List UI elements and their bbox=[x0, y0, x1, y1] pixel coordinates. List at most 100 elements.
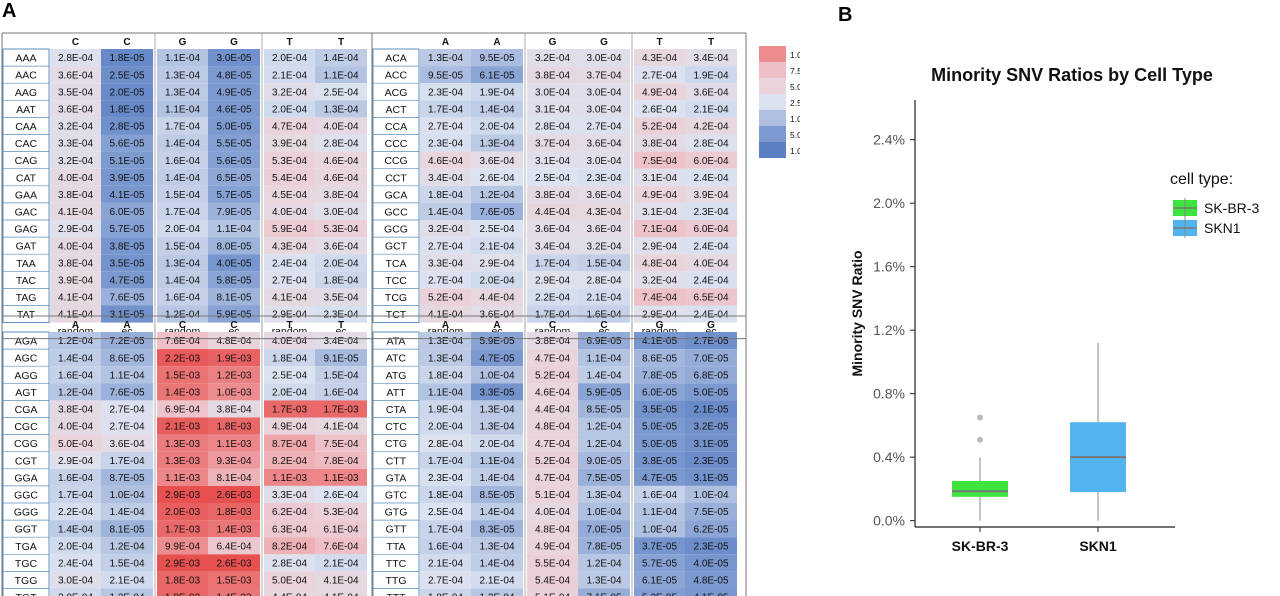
heatmap-cell bbox=[101, 83, 153, 101]
cell-value: 3.4E-04 bbox=[323, 336, 358, 347]
heatmap-cell bbox=[471, 202, 523, 220]
column-header: A bbox=[442, 37, 449, 48]
heatmap-cell bbox=[101, 571, 153, 589]
cell-value: 1.5E-04 bbox=[109, 558, 144, 569]
cell-value: 1.2E-04 bbox=[586, 439, 621, 450]
heatmap-cell bbox=[264, 66, 315, 84]
column-header: A bbox=[493, 37, 500, 48]
heatmap-cell bbox=[315, 468, 367, 486]
cell-value: 5.2E-04 bbox=[428, 293, 463, 304]
cell-value: 2.0E-04 bbox=[58, 593, 93, 596]
cell-value: 8.0E-05 bbox=[216, 241, 251, 252]
heatmap-cell bbox=[471, 185, 523, 203]
y-tick-label: 0.0% bbox=[873, 513, 905, 529]
codon-label: ACC bbox=[385, 70, 408, 82]
cell-value: 2.1E-05 bbox=[693, 405, 728, 416]
column-header: G bbox=[230, 37, 238, 48]
cell-value: 2.6E-04 bbox=[479, 173, 514, 184]
cell-value: 1.3E-04 bbox=[586, 576, 621, 587]
codon-label: TTG bbox=[386, 575, 407, 587]
cell-value: 1.7E-03 bbox=[272, 405, 307, 416]
cell-value: 5.8E-05 bbox=[216, 275, 251, 286]
y-tick-label: 0.8% bbox=[873, 386, 905, 402]
codon-label: TCG bbox=[385, 292, 407, 304]
heatmap-cell bbox=[578, 151, 630, 169]
heatmap-cell bbox=[578, 134, 630, 152]
cell-value: 1.6E-04 bbox=[165, 156, 200, 167]
heatmap-cell bbox=[527, 537, 578, 555]
codon-label: CAC bbox=[15, 138, 38, 150]
heatmap-cell bbox=[50, 520, 101, 538]
boxplot-panel: B Minority SNV Ratios by Cell Type 0.0% 0.… bbox=[830, 0, 1280, 596]
codon-label: TTC bbox=[386, 558, 407, 570]
cell-value: 3.1E-04 bbox=[535, 104, 570, 115]
codon-label: CTA bbox=[386, 404, 406, 416]
cell-value: 5.1E-04 bbox=[535, 593, 570, 596]
cell-value: 6.3E-04 bbox=[272, 524, 307, 535]
cell-value: 7.5E-04 bbox=[642, 156, 677, 167]
cell-value: 2.6E-04 bbox=[642, 104, 677, 115]
column-header: A bbox=[72, 320, 79, 331]
cell-value: 1.3E-04 bbox=[586, 490, 621, 501]
cell-value: 1.8E-03 bbox=[165, 593, 200, 596]
heatmap-cell bbox=[50, 134, 101, 152]
cell-value: 8.1E-05 bbox=[216, 293, 251, 304]
cell-value: 2.5E-04 bbox=[535, 173, 570, 184]
cell-value: 9.5E-05 bbox=[428, 70, 463, 81]
cell-value: 1.1E-03 bbox=[323, 473, 358, 484]
heatmap-cell bbox=[264, 520, 315, 538]
codon-label: ACT bbox=[386, 104, 408, 116]
codon-label: GCC bbox=[384, 206, 408, 218]
cell-value: 1.1E-04 bbox=[165, 104, 200, 115]
cell-value: 9.1E-05 bbox=[323, 353, 358, 364]
codon-label: TAG bbox=[16, 292, 37, 304]
heatmap-cell bbox=[50, 332, 101, 350]
heatmap-cell bbox=[101, 520, 153, 538]
cell-value: 4.6E-04 bbox=[323, 173, 358, 184]
heatmap-cell bbox=[420, 237, 471, 255]
cell-value: 3.1E-04 bbox=[642, 207, 677, 218]
cell-value: 2.7E-04 bbox=[428, 275, 463, 286]
heatmap-cell bbox=[420, 49, 471, 67]
cell-value: 1.0E-04 bbox=[586, 507, 621, 518]
cell-value: 7.6E-04 bbox=[323, 541, 358, 552]
codon-column bbox=[372, 331, 420, 596]
heatmap-cell bbox=[578, 168, 630, 186]
codon-label: AGG bbox=[14, 370, 37, 382]
cell-value: 2.4E-04 bbox=[693, 310, 728, 321]
codon-label: TTT bbox=[386, 592, 406, 596]
heatmap-cell bbox=[420, 554, 471, 572]
cell-value: 1.7E-04 bbox=[165, 122, 200, 133]
heatmap-cell bbox=[315, 168, 367, 186]
cell-value: 2.0E-04 bbox=[428, 422, 463, 433]
heatmap-cell bbox=[264, 49, 315, 67]
heatmap-cell bbox=[101, 400, 153, 418]
cell-value: 4.0E-05 bbox=[693, 558, 728, 569]
codon-label: GGA bbox=[14, 472, 37, 484]
heatmap-cell bbox=[578, 332, 630, 350]
cell-value: 8.3E-05 bbox=[479, 524, 514, 535]
heatmap-cell bbox=[157, 417, 208, 435]
heatmap-cell bbox=[101, 451, 153, 469]
heatmap-cell bbox=[101, 554, 153, 572]
heatmap-cell bbox=[101, 383, 153, 401]
cell-value: 8.7E-05 bbox=[109, 473, 144, 484]
cell-value: 3.6E-04 bbox=[323, 241, 358, 252]
cell-value: 7.2E-05 bbox=[109, 336, 144, 347]
heatmap-cell bbox=[471, 468, 523, 486]
heatmap-cell bbox=[208, 185, 260, 203]
heatmap-cell bbox=[420, 202, 471, 220]
heatmap-cell bbox=[634, 134, 685, 152]
outlier-point bbox=[977, 436, 983, 443]
cell-value: 3.8E-05 bbox=[642, 456, 677, 467]
codon-label: CGC bbox=[14, 421, 38, 433]
legend-swatch bbox=[759, 142, 786, 158]
cell-value: 2.3E-05 bbox=[693, 541, 728, 552]
codon-label: CAA bbox=[15, 121, 37, 133]
legend-label: 2.5E-04 bbox=[790, 98, 800, 108]
heatmap-cell bbox=[578, 49, 630, 67]
heatmap-cell bbox=[527, 349, 578, 367]
heatmap-cell bbox=[578, 349, 630, 367]
heatmap-cell bbox=[634, 254, 685, 272]
column-header: T bbox=[286, 37, 292, 48]
